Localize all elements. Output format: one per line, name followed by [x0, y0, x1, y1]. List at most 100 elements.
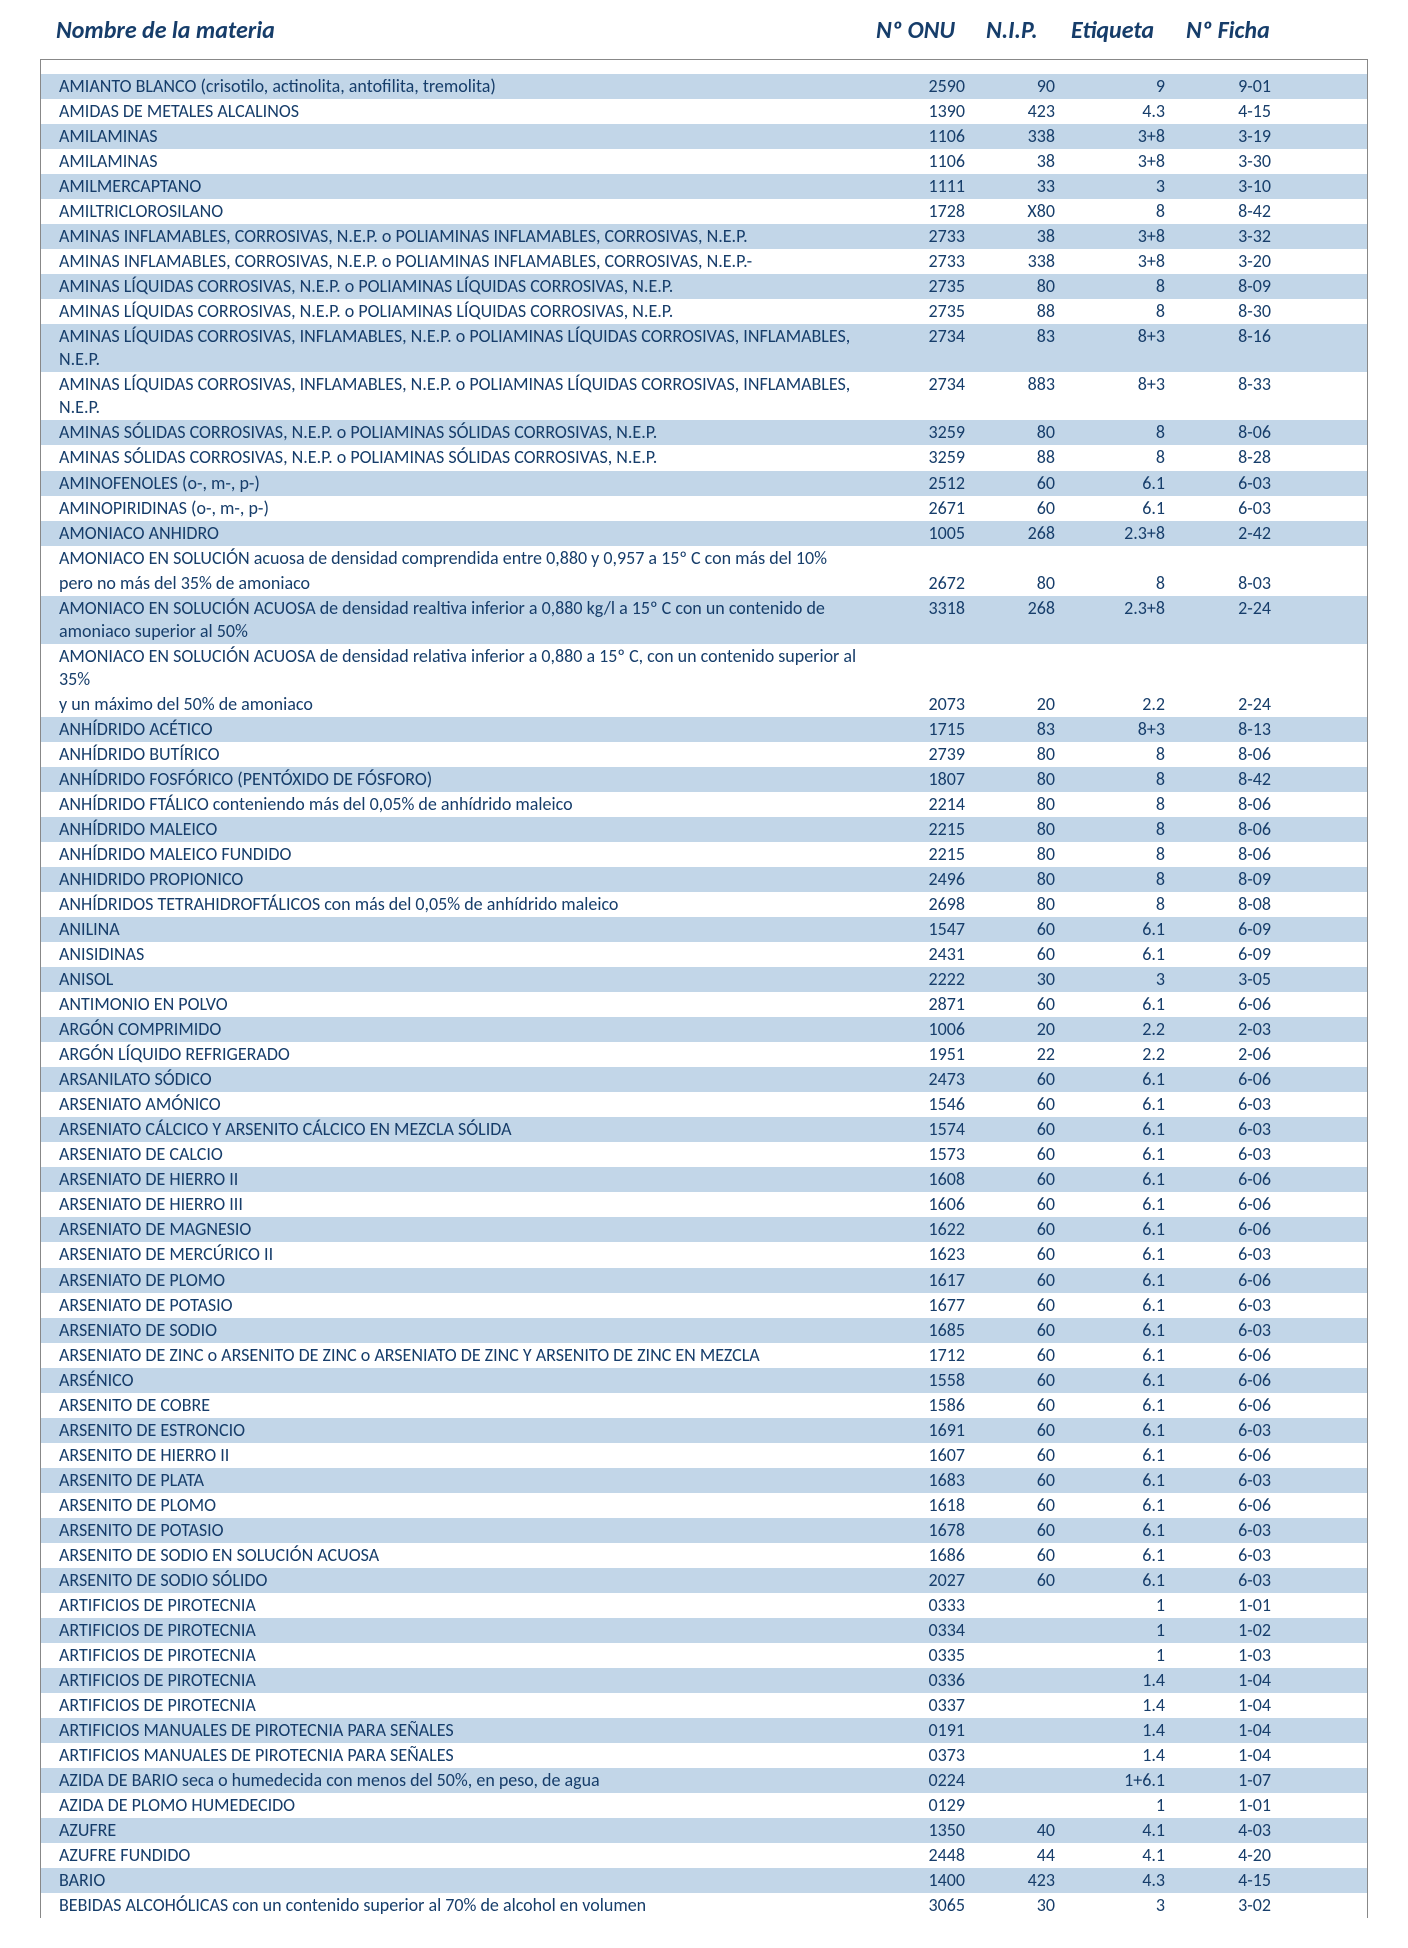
cell-onu: 2734 [881, 372, 971, 420]
cell-nip: 60 [971, 1242, 1061, 1267]
cell-name: AMINAS SÓLIDAS CORROSIVAS, N.E.P. o POLI… [41, 445, 881, 470]
cell-ficha: 6-06 [1171, 1368, 1291, 1393]
cell-onu: 1712 [881, 1343, 971, 1368]
cell-nip [971, 1768, 1061, 1793]
table-row: AZUFRE FUNDIDO2448444.14-20 [41, 1843, 1367, 1868]
table-row: AMINAS LÍQUIDAS CORROSIVAS, INFLAMABLES,… [41, 324, 1367, 372]
table-row: AMONIACO EN SOLUCIÓN ACUOSA de densidad … [41, 644, 1367, 692]
cell-nip: 20 [971, 1017, 1061, 1042]
cell-name: ARTIFICIOS MANUALES DE PIROTECNIA PARA S… [41, 1718, 881, 1743]
cell-nip: 60 [971, 471, 1061, 496]
cell-name: ARGÓN COMPRIMIDO [41, 1017, 881, 1042]
cell-onu: 1106 [881, 124, 971, 149]
cell-etq: 6.1 [1061, 1167, 1171, 1192]
cell-etq: 2.3+8 [1061, 521, 1171, 546]
cell-nip: 80 [971, 892, 1061, 917]
cell-onu: 2215 [881, 817, 971, 842]
cell-onu: 1715 [881, 717, 971, 742]
cell-etq: 1 [1061, 1593, 1171, 1618]
table-row: ARSENIATO DE ZINC o ARSENITO DE ZINC o A… [41, 1343, 1367, 1368]
cell-nip: 423 [971, 99, 1061, 124]
table-row: ARTIFICIOS DE PIROTECNIA033411-02 [41, 1618, 1367, 1643]
table-row: ANHÍDRIDO FTÁLICO conteniendo más del 0,… [41, 792, 1367, 817]
table-row: AMONIACO EN SOLUCIÓN acuosa de densidad … [41, 546, 1367, 571]
cell-name: ANISOL [41, 967, 881, 992]
cell-onu [881, 546, 971, 571]
table-row: BARIO14004234.34-15 [41, 1868, 1367, 1893]
table-row: AMINAS LÍQUIDAS CORROSIVAS, N.E.P. o POL… [41, 299, 1367, 324]
cell-name: ARSENIATO DE PLOMO [41, 1268, 881, 1293]
cell-nip: 883 [971, 372, 1061, 420]
cell-nip [971, 1668, 1061, 1693]
cell-etq: 8 [1061, 445, 1171, 470]
cell-onu: 3259 [881, 445, 971, 470]
cell-name: ARTIFICIOS DE PIROTECNIA [41, 1593, 881, 1618]
cell-onu: 2431 [881, 942, 971, 967]
cell-etq: 3 [1061, 967, 1171, 992]
cell-nip: 80 [971, 842, 1061, 867]
table-row: AZUFRE1350404.14-03 [41, 1818, 1367, 1843]
cell-ficha: 8-06 [1171, 842, 1291, 867]
table-row: AMILMERCAPTANO11113333-10 [41, 174, 1367, 199]
cell-etq: 8 [1061, 299, 1171, 324]
cell-name: ARSENIATO CÁLCICO Y ARSENITO CÁLCICO EN … [41, 1117, 881, 1142]
table-row: ARSENITO DE COBRE1586606.16-06 [41, 1393, 1367, 1418]
cell-name: ARSENITO DE POTASIO [41, 1518, 881, 1543]
cell-ficha: 1-02 [1171, 1618, 1291, 1643]
table-row: AMINOFENOLES (o-, m-, p-)2512606.16-03 [41, 471, 1367, 496]
cell-ficha: 8-03 [1171, 571, 1291, 596]
cell-onu: 2448 [881, 1843, 971, 1868]
table-row: ARSENIATO DE CALCIO1573606.16-03 [41, 1142, 1367, 1167]
cell-etq: 6.1 [1061, 1142, 1171, 1167]
cell-name: ARSENITO DE ESTRONCIO [41, 1418, 881, 1443]
cell-onu: 2512 [881, 471, 971, 496]
cell-name: AZUFRE [41, 1818, 881, 1843]
cell-ficha: 2-42 [1171, 521, 1291, 546]
cell-name: ARTIFICIOS DE PIROTECNIA [41, 1693, 881, 1718]
cell-onu: 1678 [881, 1518, 971, 1543]
cell-ficha: 6-09 [1171, 917, 1291, 942]
table-row: ARSENIATO DE HIERRO II1608606.16-06 [41, 1167, 1367, 1192]
cell-onu: 2735 [881, 299, 971, 324]
cell-ficha: 6-03 [1171, 1543, 1291, 1568]
table-row: AMINOPIRIDINAS (o-, m-, p-)2671606.16-03 [41, 496, 1367, 521]
cell-name: AMONIACO EN SOLUCIÓN acuosa de densidad … [41, 546, 881, 571]
cell-nip: 60 [971, 1493, 1061, 1518]
cell-onu: 2734 [881, 324, 971, 372]
cell-onu: 3259 [881, 420, 971, 445]
table-row: ANHÍDRIDO FOSFÓRICO (PENTÓXIDO DE FÓSFOR… [41, 767, 1367, 792]
cell-onu: 2698 [881, 892, 971, 917]
cell-nip [971, 1693, 1061, 1718]
cell-onu: 2735 [881, 274, 971, 299]
cell-name: ARSENIATO DE POTASIO [41, 1293, 881, 1318]
cell-ficha: 6-03 [1171, 1117, 1291, 1142]
cell-ficha: 8-06 [1171, 742, 1291, 767]
table-row: BEBIDAS ALCOHÓLICAS con un contenido sup… [41, 1893, 1367, 1918]
cell-etq: 2.2 [1061, 692, 1171, 717]
cell-onu: 1574 [881, 1117, 971, 1142]
cell-name: ARSENIATO DE SODIO [41, 1318, 881, 1343]
cell-nip: 90 [971, 74, 1061, 99]
cell-nip: 80 [971, 792, 1061, 817]
cell-name: ANTIMONIO EN POLVO [41, 992, 881, 1017]
table-row: AMINAS LÍQUIDAS CORROSIVAS, N.E.P. o POL… [41, 274, 1367, 299]
cell-onu: 0191 [881, 1718, 971, 1743]
cell-ficha: 4-15 [1171, 99, 1291, 124]
cell-nip: 60 [971, 1543, 1061, 1568]
cell-ficha: 6-03 [1171, 1418, 1291, 1443]
table-row: ARSENITO DE PLATA1683606.16-03 [41, 1468, 1367, 1493]
table-row: ARTIFICIOS DE PIROTECNIA03361.41-04 [41, 1668, 1367, 1693]
cell-etq: 6.1 [1061, 942, 1171, 967]
cell-name: AMINAS LÍQUIDAS CORROSIVAS, INFLAMABLES,… [41, 372, 881, 420]
cell-etq: 3 [1061, 174, 1171, 199]
cell-ficha: 2-24 [1171, 692, 1291, 717]
cell-etq: 8 [1061, 817, 1171, 842]
table-row: ARSÉNICO1558606.16-06 [41, 1368, 1367, 1393]
cell-ficha: 6-03 [1171, 1142, 1291, 1167]
cell-nip: 60 [971, 1368, 1061, 1393]
cell-ficha: 3-05 [1171, 967, 1291, 992]
cell-ficha: 6-03 [1171, 496, 1291, 521]
cell-nip [971, 1743, 1061, 1768]
table-header: Nombre de la materia Nº ONU N.I.P. Etiqu… [40, 10, 1368, 59]
cell-nip: 423 [971, 1868, 1061, 1893]
